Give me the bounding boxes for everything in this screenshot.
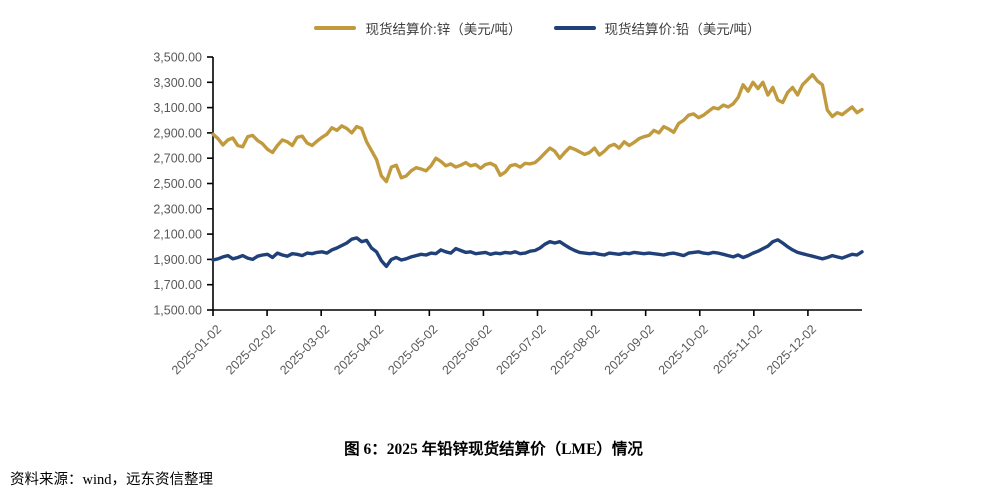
legend-label-lead: 现货结算价:铅（美元/吨）: [604, 22, 761, 37]
chart-legend: 现货结算价:锌（美元/吨） 现货结算价:铅（美元/吨）: [213, 18, 862, 38]
legend-label-zinc: 现货结算价:锌（美元/吨）: [365, 22, 522, 37]
y-tick-label: 2,700.00: [153, 152, 202, 166]
x-tick-label: 2025-02-02: [223, 322, 278, 377]
lead-price-line: [211, 236, 864, 269]
x-tick-label: 2025-10-02: [656, 322, 711, 377]
line-chart: 1,500.00 1,700.00 1,900.00 2,100.00 2,300.00…: [153, 51, 864, 377]
y-tick-label: 1,900.00: [153, 253, 202, 267]
x-tick-label: 2025-08-02: [548, 322, 603, 377]
figure-caption: 图 6：2025 年铅锌现货结算价（LME）情况: [344, 441, 643, 458]
y-tick-label: 2,900.00: [153, 126, 202, 140]
x-tick-label: 2025-11-02: [710, 322, 764, 376]
y-tick-label: 2,300.00: [153, 202, 202, 216]
source-note: 资料来源：wind，远东资信整理: [10, 472, 213, 488]
y-tick-label: 3,300.00: [153, 76, 202, 90]
zinc-price-line: [211, 72, 864, 184]
x-tick-label: 2025-09-02: [602, 322, 657, 377]
y-tick-label: 1,500.00: [153, 304, 202, 318]
y-tick-label: 1,700.00: [153, 278, 202, 292]
y-tick-label: 3,100.00: [153, 101, 202, 115]
x-tick-label: 2025-07-02: [494, 322, 549, 377]
x-tick-label: 2025-06-02: [439, 322, 494, 377]
lead-line-swatch-icon: [553, 26, 596, 30]
y-tick-label: 2,500.00: [153, 177, 202, 191]
x-tick-label: 2025-03-02: [277, 322, 332, 377]
zinc-line-swatch-icon: [314, 26, 357, 30]
y-tick-label: 2,100.00: [153, 228, 202, 242]
x-tick-label: 2025-04-02: [331, 322, 386, 377]
legend-item-lead: 现货结算价:铅（美元/吨）: [553, 18, 761, 38]
x-tick-label: 2025-01-02: [169, 322, 224, 377]
x-tick-label: 2025-05-02: [385, 322, 440, 377]
legend-item-zinc: 现货结算价:锌（美元/吨）: [314, 18, 522, 38]
x-tick-label: 2025-12-02: [764, 322, 819, 377]
y-tick-label: 3,500.00: [153, 51, 202, 65]
